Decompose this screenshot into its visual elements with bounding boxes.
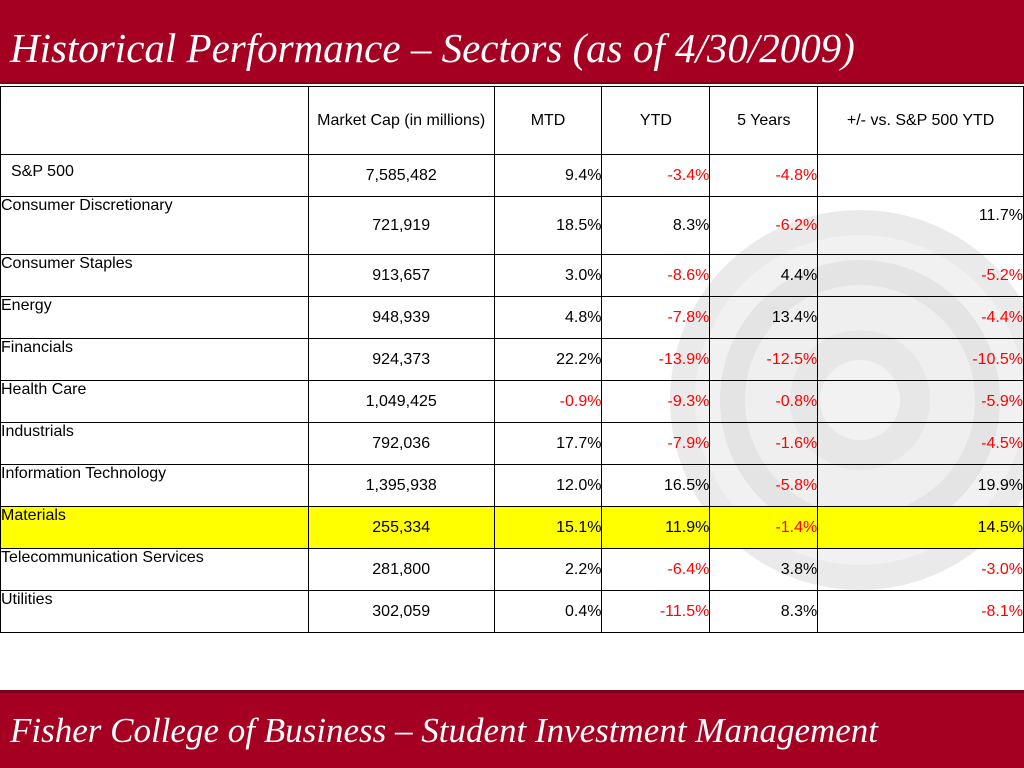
vs-sp500-cell: [817, 154, 1024, 197]
market-cap-cell: 302,059: [307, 590, 495, 633]
market-cap-cell: 255,334: [307, 506, 495, 549]
mtd-cell: 15.1%: [493, 506, 603, 549]
vs-sp500-cell: -4.4%: [817, 296, 1024, 339]
mtd-cell: 22.2%: [493, 338, 603, 381]
market-cap-cell: 721,919: [307, 196, 495, 255]
header-vs-sp500: +/- vs. S&P 500 YTD: [817, 86, 1024, 155]
mtd-cell: -0.9%: [493, 380, 603, 423]
market-cap-cell: 924,373: [307, 338, 495, 381]
performance-table: Market Cap (in millions) MTD YTD 5 Years…: [0, 86, 1024, 633]
slide-title: Historical Performance – Sectors (as of …: [10, 25, 855, 71]
ytd-cell: 16.5%: [601, 464, 711, 507]
ytd-cell: -13.9%: [601, 338, 711, 381]
table-row: Materials 255,334 15.1% 11.9% -1.4% 14.5%: [0, 506, 1024, 549]
table-row: S&P 500 7,585,482 9.4% -3.4% -4.8%: [0, 154, 1024, 197]
market-cap-cell: 948,939: [307, 296, 495, 339]
sector-name: Telecommunication Services: [0, 548, 309, 591]
footer-bar: Fisher College of Business – Student Inv…: [0, 690, 1024, 768]
5-years-cell: -1.4%: [709, 506, 819, 549]
vs-sp500-cell: 14.5%: [817, 506, 1024, 549]
market-cap-cell: 1,395,938: [307, 464, 495, 507]
5-years-cell: 3.8%: [709, 548, 819, 591]
ytd-cell: -9.3%: [601, 380, 711, 423]
title-bar: Historical Performance – Sectors (as of …: [0, 0, 1024, 84]
sector-name: Health Care: [0, 380, 309, 423]
table-row: Financials 924,373 22.2% -13.9% -12.5% -10.5%: [0, 338, 1024, 381]
mtd-cell: 0.4%: [493, 590, 603, 633]
ytd-cell: -7.9%: [601, 422, 711, 465]
ytd-cell: -11.5%: [601, 590, 711, 633]
market-cap-cell: 7,585,482: [307, 154, 495, 197]
table-row: Industrials 792,036 17.7% -7.9% -1.6% -4.5%: [0, 422, 1024, 465]
market-cap-cell: 281,800: [307, 548, 495, 591]
header-mtd: MTD: [493, 86, 603, 155]
5-years-cell: -4.8%: [709, 154, 819, 197]
market-cap-cell: 792,036: [307, 422, 495, 465]
5-years-cell: 13.4%: [709, 296, 819, 339]
market-cap-cell: 913,657: [307, 254, 495, 297]
table-row: Energy 948,939 4.8% -7.8% 13.4% -4.4%: [0, 296, 1024, 339]
mtd-cell: 17.7%: [493, 422, 603, 465]
header-market-cap: Market Cap (in millions): [307, 86, 495, 155]
header-ytd: YTD: [601, 86, 711, 155]
sector-name: Utilities: [0, 590, 309, 633]
vs-sp500-cell: -5.2%: [817, 254, 1024, 297]
5-years-cell: 4.4%: [709, 254, 819, 297]
sector-name: Consumer Staples: [0, 254, 309, 297]
table-row: Information Technology 1,395,938 12.0% 16.5…: [0, 464, 1024, 507]
sector-name: Information Technology: [0, 464, 309, 507]
sector-name: Financials: [0, 338, 309, 381]
ytd-cell: 8.3%: [601, 196, 711, 255]
5-years-cell: -0.8%: [709, 380, 819, 423]
table-row: Consumer Staples 913,657 3.0% -8.6% 4.4% -5.2…: [0, 254, 1024, 297]
table-row: Consumer Discretionary 721,919 18.5% 8.3% -6…: [0, 196, 1024, 255]
table-row: Telecommunication Services 281,800 2.2% -6.…: [0, 548, 1024, 591]
ytd-cell: -7.8%: [601, 296, 711, 339]
mtd-cell: 9.4%: [493, 154, 603, 197]
ytd-cell: -6.4%: [601, 548, 711, 591]
table-row: Health Care 1,049,425 -0.9% -9.3% -0.8% -5.9%: [0, 380, 1024, 423]
sector-name: Materials: [0, 506, 309, 549]
sector-name: Industrials: [0, 422, 309, 465]
vs-sp500-cell: 11.7%: [817, 196, 1024, 255]
table-row: Utilities 302,059 0.4% -11.5% 8.3% -8.1%: [0, 590, 1024, 633]
5-years-cell: 8.3%: [709, 590, 819, 633]
header-5-years: 5 Years: [709, 86, 819, 155]
5-years-cell: -6.2%: [709, 196, 819, 255]
5-years-cell: -1.6%: [709, 422, 819, 465]
footer-text: Fisher College of Business – Student Inv…: [10, 711, 879, 750]
mtd-cell: 4.8%: [493, 296, 603, 339]
ytd-cell: -3.4%: [601, 154, 711, 197]
sector-name: S&P 500: [0, 154, 309, 197]
mtd-cell: 12.0%: [493, 464, 603, 507]
vs-sp500-cell: -8.1%: [817, 590, 1024, 633]
vs-sp500-cell: -10.5%: [817, 338, 1024, 381]
mtd-cell: 2.2%: [493, 548, 603, 591]
market-cap-cell: 1,049,425: [307, 380, 495, 423]
ytd-cell: -8.6%: [601, 254, 711, 297]
vs-sp500-cell: -5.9%: [817, 380, 1024, 423]
vs-sp500-cell: -3.0%: [817, 548, 1024, 591]
vs-sp500-cell: 19.9%: [817, 464, 1024, 507]
header-cell: [0, 86, 309, 155]
vs-sp500-cell: -4.5%: [817, 422, 1024, 465]
ytd-cell: 11.9%: [601, 506, 711, 549]
sector-name: Consumer Discretionary: [0, 196, 309, 255]
mtd-cell: 18.5%: [493, 196, 603, 255]
mtd-cell: 3.0%: [493, 254, 603, 297]
header-row: Market Cap (in millions) MTD YTD 5 Years…: [0, 86, 1024, 155]
5-years-cell: -12.5%: [709, 338, 819, 381]
sector-name: Energy: [0, 296, 309, 339]
5-years-cell: -5.8%: [709, 464, 819, 507]
